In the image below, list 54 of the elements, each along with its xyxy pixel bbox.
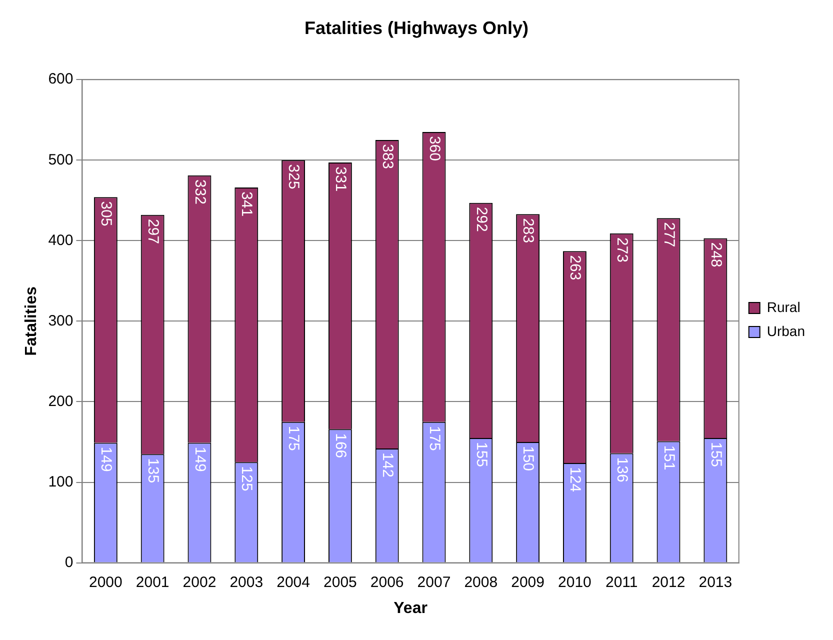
y-tick-label: 600: [48, 70, 74, 88]
data-label: 149: [98, 446, 115, 472]
data-label: 175: [426, 426, 443, 451]
data-label: 273: [613, 237, 630, 262]
data-label: 142: [378, 452, 396, 478]
data-label: 155: [472, 442, 490, 468]
data-label: 292: [472, 206, 490, 232]
x-tick-label: 2011: [605, 574, 638, 591]
x-tick-label: 2002: [182, 574, 216, 591]
x-tick-label: 2003: [230, 574, 264, 591]
data-label: 360: [426, 136, 443, 161]
y-tick-label: 0: [64, 554, 74, 571]
x-tick-label: 2009: [511, 574, 544, 591]
data-label: 263: [566, 255, 584, 280]
y-axis-title: Fatalities: [23, 286, 40, 356]
x-tick-label: 2001: [136, 574, 170, 591]
x-tick-label: 2013: [698, 574, 732, 591]
data-label: 150: [520, 446, 537, 472]
data-label: 331: [332, 166, 350, 192]
data-label: 383: [378, 144, 396, 170]
data-label: 149: [191, 446, 208, 472]
y-tick-label: 500: [48, 151, 74, 168]
x-tick-label: 2007: [417, 574, 451, 591]
y-tick-label: 300: [48, 312, 74, 330]
x-tick-label: 2004: [276, 574, 310, 591]
y-tick-label: 400: [48, 232, 74, 249]
legend-label: Urban: [766, 322, 806, 339]
x-tick-label: 2012: [652, 574, 686, 591]
data-label: 151: [660, 445, 678, 470]
legend-label: Rural: [766, 298, 800, 315]
data-label: 297: [144, 218, 162, 244]
data-label: 155: [707, 442, 724, 468]
data-label: 325: [285, 164, 302, 190]
data-label: 136: [613, 457, 630, 482]
data-label: 175: [285, 426, 302, 451]
y-tick-label: 100: [48, 473, 74, 490]
data-label: 166: [332, 433, 350, 458]
data-label: 248: [707, 242, 724, 268]
y-tick-label: 200: [48, 392, 74, 410]
data-label: 277: [660, 222, 678, 248]
x-tick-label: 2006: [370, 574, 404, 591]
data-label: 135: [144, 458, 162, 484]
x-tick-label: 2005: [324, 574, 357, 591]
x-tick-label: 2000: [88, 574, 122, 591]
data-label: 283: [520, 218, 537, 244]
data-label: 305: [98, 201, 115, 226]
data-label: 124: [566, 466, 584, 492]
x-tick-label: 2010: [558, 574, 592, 591]
x-axis-title: Year: [394, 600, 428, 617]
data-label: 341: [238, 192, 256, 217]
chart-title: Fatalities (Highways Only): [304, 18, 529, 38]
data-label: 332: [191, 179, 208, 204]
x-tick-label: 2008: [464, 574, 498, 591]
data-label: 125: [238, 466, 256, 492]
